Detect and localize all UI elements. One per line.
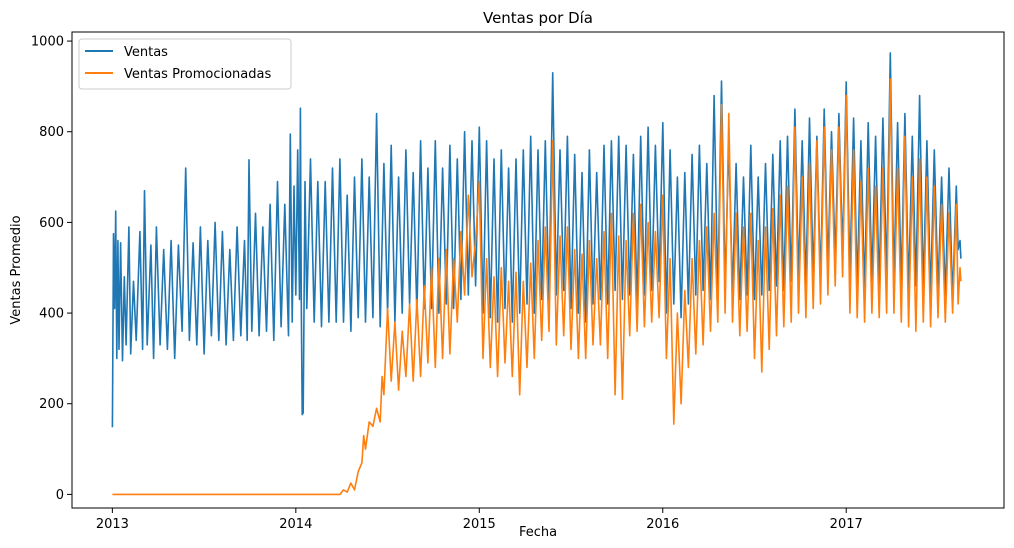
y-tick-label: 800: [39, 125, 64, 140]
x-tick-label: 2014: [279, 517, 312, 532]
plot-area: [71, 31, 1005, 509]
y-tick-label: 0: [56, 488, 64, 503]
series-line-ventas-promocionadas: [112, 78, 962, 496]
y-tick-label: 600: [39, 216, 64, 231]
x-tick-label: 2016: [646, 517, 679, 532]
x-tick-label: 2013: [96, 517, 129, 532]
y-tick-label: 200: [39, 397, 64, 412]
legend-box: [78, 38, 292, 90]
chart-title: Ventas por Día: [483, 9, 593, 27]
legend-label-ventas-promocionadas: Ventas Promocionadas: [124, 67, 271, 82]
y-axis-title: Ventas Promedio: [9, 215, 24, 324]
x-tick-label: 2015: [463, 517, 496, 532]
series-layer: [111, 52, 962, 496]
y-tick-label: 1000: [31, 35, 64, 50]
y-tick-label: 400: [39, 307, 64, 322]
legend: Ventas Ventas Promocionadas: [78, 38, 292, 90]
x-tick-label: 2017: [830, 517, 863, 532]
x-axis: 2013 2014 2015 2016 2017: [96, 508, 863, 532]
plot-frame: [71, 31, 1005, 509]
y-axis: 0 200 400 600 800 1000: [31, 35, 72, 503]
legend-label-ventas: Ventas: [124, 45, 168, 60]
x-axis-title: Fecha: [519, 525, 557, 540]
